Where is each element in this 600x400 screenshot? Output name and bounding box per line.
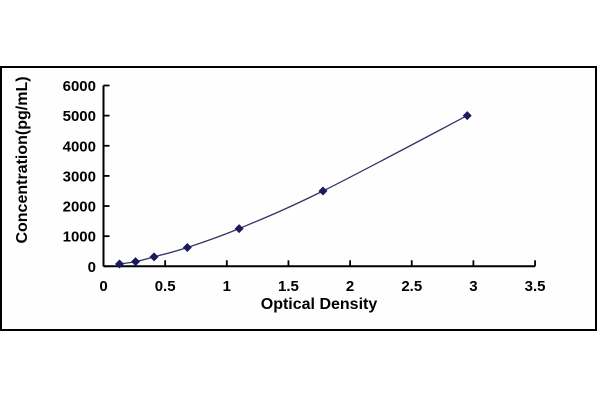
- y-tick-label: 2000: [63, 199, 96, 216]
- y-tick-label: 4000: [63, 138, 96, 155]
- data-point-diamond: [131, 257, 141, 267]
- y-tick-label: 0: [88, 259, 96, 276]
- data-point-diamond: [234, 224, 244, 234]
- x-tick-label: 0.5: [155, 278, 176, 295]
- y-axis-title: Concentration(pg/mL): [14, 76, 31, 244]
- x-tick-label: 3.5: [525, 278, 546, 295]
- x-tick-label: 1.5: [278, 278, 299, 295]
- data-point-diamond: [115, 259, 125, 269]
- x-tick-label: 3: [469, 278, 477, 295]
- x-tick-label: 2.5: [401, 278, 422, 295]
- data-point-diamond: [462, 111, 472, 121]
- x-tick-label: 1: [223, 278, 231, 295]
- y-tick-label: 5000: [63, 108, 96, 125]
- data-point-diamond: [182, 242, 192, 252]
- x-tick-label: 2: [346, 278, 354, 295]
- series-line: [119, 115, 468, 265]
- y-tick-label: 3000: [63, 168, 96, 185]
- data-point-diamond: [318, 186, 328, 196]
- x-axis-title: Optical Density: [260, 296, 378, 313]
- y-tick-label: 6000: [63, 78, 96, 95]
- y-tick-label: 1000: [63, 229, 96, 246]
- x-tick-label: 0: [99, 278, 107, 295]
- plot-area-border: [0, 66, 597, 331]
- data-point-diamond: [149, 252, 159, 262]
